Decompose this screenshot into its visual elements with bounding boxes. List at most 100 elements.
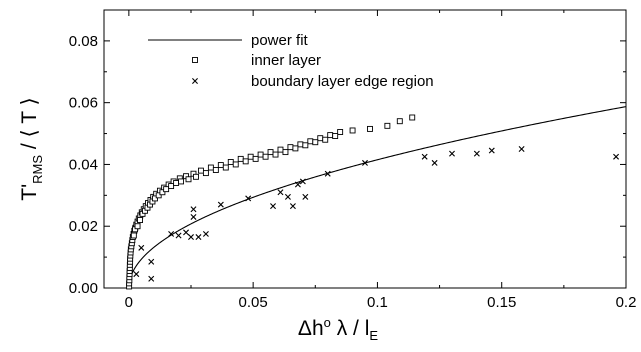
y-axis-title-suffix: / ⟨ T ⟩	[18, 97, 41, 155]
edge-region-point	[148, 275, 155, 282]
inner-layer-point	[137, 217, 143, 223]
edge-region-point	[431, 159, 438, 166]
inner-layer-point	[292, 145, 299, 152]
inner-layer-point	[227, 159, 234, 165]
edge-region-point	[284, 193, 291, 200]
edge-region-point	[277, 189, 284, 196]
y-axis-title-sub: RMS	[30, 155, 45, 184]
legend-marker-x	[192, 78, 198, 84]
inner-layer-point	[282, 149, 289, 156]
edge-region-point	[473, 150, 480, 157]
inner-layer-point	[242, 158, 249, 165]
y-axis-title-prefix: T'	[18, 184, 41, 201]
x-tick-label: 0	[125, 294, 133, 311]
y-axis-ticks: 0.00 0.02 0.04 0.06 0.08	[69, 33, 626, 297]
x-axis-ticks: 0 0.05 0.1 0.15 0.2	[125, 10, 637, 311]
inner-layer-point	[212, 167, 219, 173]
inner-layer-point	[312, 139, 319, 146]
inner-layer-point	[232, 161, 239, 168]
edge-region-point	[302, 193, 309, 200]
x-axis-title-prefix: Δh	[298, 317, 324, 340]
inner-layer-point	[202, 170, 209, 177]
inner-layer-point	[217, 162, 224, 169]
edge-region-point	[133, 271, 140, 278]
y-tick-label: 0.04	[69, 156, 98, 173]
marker-layer	[126, 114, 620, 290]
inner-layer-point	[409, 114, 416, 121]
inner-layer-point	[252, 155, 259, 162]
edge-region-point	[148, 258, 155, 265]
inner-layer-point	[322, 136, 329, 143]
inner-layer-point	[168, 183, 175, 190]
edge-region-point	[195, 234, 202, 241]
plot-area	[103, 9, 627, 289]
edge-region-point	[613, 153, 620, 160]
inner-layer-point	[267, 149, 274, 156]
power-fit-line	[128, 106, 627, 288]
edge-region-point	[488, 147, 495, 154]
power-fit-layer	[128, 106, 627, 288]
x-axis-title-sub: E	[369, 328, 378, 343]
inner-layer-point	[337, 129, 344, 135]
inner-layer-point	[134, 223, 141, 230]
inner-layer-point	[272, 151, 279, 158]
edge-region-point	[175, 232, 182, 239]
x-tick-label: 0.05	[239, 294, 268, 311]
y-tick-label: 0.00	[69, 280, 98, 297]
inner-layer-point	[152, 195, 158, 202]
edge-region-point	[138, 244, 145, 251]
inner-layer-point	[349, 127, 356, 134]
inner-layer-point	[197, 167, 204, 174]
edge-region-point	[449, 150, 455, 157]
x-tick-label: 0.2	[616, 294, 637, 311]
inner-layer-point	[193, 173, 199, 180]
edge-region-point	[421, 153, 428, 160]
legend-label: power fit	[251, 32, 309, 49]
inner-layer-point	[297, 141, 304, 148]
inner-layer-point	[159, 189, 166, 196]
inner-layer-point	[307, 138, 314, 145]
inner-layer-point	[247, 153, 254, 160]
inner-layer-point	[317, 135, 324, 142]
edge-region-point	[362, 159, 368, 166]
edge-region-point	[188, 234, 194, 241]
inner-layer-point	[178, 178, 185, 185]
x-tick-label: 0.15	[487, 294, 516, 311]
inner-layer-point	[367, 125, 373, 132]
inner-layer-point	[155, 192, 162, 199]
legend-marker-square	[192, 57, 198, 63]
edge-region-point	[202, 230, 209, 237]
x-axis-title: Δho λ / lE	[298, 315, 378, 343]
inner-layer-point	[222, 164, 229, 171]
legend: power fit inner layer boundary layer edge …	[148, 32, 434, 90]
inner-layer-point	[185, 176, 192, 183]
x-tick-label: 0.1	[367, 294, 388, 311]
y-tick-label: 0.08	[69, 33, 98, 50]
edge-region-point	[518, 146, 525, 152]
x-axis-title-mid: λ / l	[331, 317, 370, 340]
y-tick-label: 0.02	[69, 218, 98, 235]
inner-layer-point	[332, 133, 339, 139]
inner-layer-point	[130, 232, 137, 239]
inner-layer-point	[302, 142, 309, 149]
edge-region-point	[190, 213, 197, 220]
edge-region-point	[190, 206, 197, 213]
edge-region-point	[289, 203, 296, 210]
edge-region-point	[299, 178, 306, 185]
inner-layer-point	[237, 155, 244, 162]
inner-layer-point	[277, 146, 284, 153]
inner-layer-point	[262, 153, 269, 160]
y-axis-title: T'RMS / ⟨ T ⟩	[18, 97, 45, 200]
inner-layer-point	[173, 180, 180, 186]
edge-region-point	[168, 230, 175, 237]
edge-region-point	[183, 229, 190, 236]
inner-layer-point	[257, 151, 264, 158]
edge-region-point	[245, 195, 252, 202]
edge-region-point	[217, 201, 224, 208]
y-tick-label: 0.06	[69, 95, 98, 112]
inner-layer-point	[287, 144, 294, 151]
x-axis-title-sup: o	[324, 315, 331, 330]
legend-label: boundary layer edge region	[251, 73, 434, 90]
